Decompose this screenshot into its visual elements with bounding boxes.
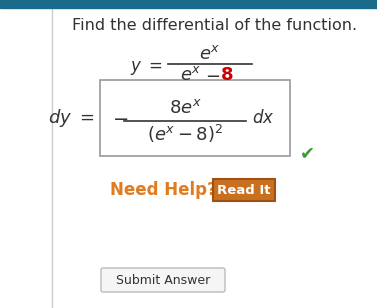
Text: $-$: $-$ xyxy=(205,66,220,84)
Text: $\mathit{e}^{\mathit{x}}$: $\mathit{e}^{\mathit{x}}$ xyxy=(180,66,201,84)
Text: ✔: ✔ xyxy=(300,144,315,162)
Bar xyxy=(100,80,290,156)
Text: Find the differential of the function.: Find the differential of the function. xyxy=(72,18,357,34)
Text: $\mathbf{8}$: $\mathbf{8}$ xyxy=(220,66,233,84)
Bar xyxy=(213,179,275,201)
Text: Need Help?: Need Help? xyxy=(110,181,217,199)
Text: $\mathit{e}^{\mathit{x}}$: $\mathit{e}^{\mathit{x}}$ xyxy=(199,45,221,63)
Text: Submit Answer: Submit Answer xyxy=(116,274,210,286)
Text: Read It: Read It xyxy=(217,184,271,197)
Text: $-$: $-$ xyxy=(112,108,128,128)
Text: $\mathit{dx}$: $\mathit{dx}$ xyxy=(252,109,274,127)
Bar xyxy=(0,0,377,8)
Text: $\mathit{8e}^{\mathit{x}}$: $\mathit{8e}^{\mathit{x}}$ xyxy=(169,99,201,117)
Text: $(\mathit{e}^{\mathit{x}}-8)^2$: $(\mathit{e}^{\mathit{x}}-8)^2$ xyxy=(147,123,223,145)
Text: $\mathit{dy}\ =$: $\mathit{dy}\ =$ xyxy=(49,107,95,129)
Text: $\mathit{y}\ =$: $\mathit{y}\ =$ xyxy=(130,59,163,77)
FancyBboxPatch shape xyxy=(101,268,225,292)
